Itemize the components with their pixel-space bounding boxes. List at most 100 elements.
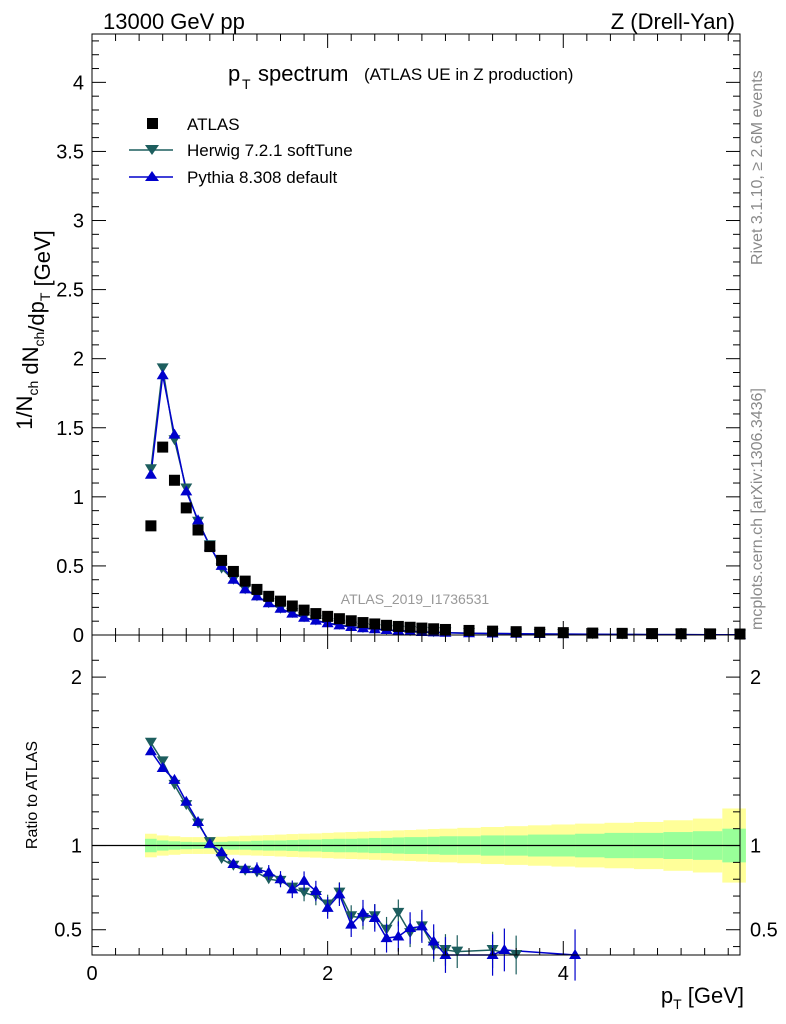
ratio-panel-axes: 0.5 0.5 1 1 2 2 0 2 4	[54, 634, 778, 985]
legend-atlas-marker	[147, 118, 158, 129]
herwig-ratio-point	[144, 737, 157, 748]
atlas-data-point	[646, 628, 658, 640]
x-tick-label: 4	[558, 963, 569, 985]
atlas-data-point	[381, 619, 393, 631]
pythia-ratio-point	[192, 815, 205, 826]
pythia-ratio-point	[262, 866, 275, 877]
pythia-main-point	[227, 573, 240, 584]
atlas-data-point	[333, 613, 345, 625]
atlas-data-point	[180, 502, 192, 514]
ratio-y-tick-label: 0.5	[54, 920, 82, 942]
legend-atlas-label: ATLAS	[187, 115, 240, 134]
main-y-tick-label: 2	[73, 349, 84, 371]
herwig-ratio-point	[215, 854, 228, 864]
title-paren: (ATLAS UE in Z production)	[364, 65, 573, 84]
pythia-ratio-point	[333, 888, 346, 899]
pythia-ratio-point	[250, 863, 263, 874]
atlas-data-point	[322, 610, 334, 622]
title-main: spectrum	[258, 61, 348, 86]
legend-herwig-marker	[145, 145, 159, 155]
header-right: Z (Drell-Yan)	[611, 9, 735, 34]
ratio-y-tick-label: 1	[71, 836, 82, 858]
pythia-main-point	[144, 468, 157, 479]
pythia-ratio-point	[180, 795, 193, 806]
title-subscript: T	[242, 76, 251, 92]
herwig-ratio-point	[298, 887, 311, 898]
legend-pythia-label: Pythia 8.308 default	[187, 168, 338, 187]
ratio-y-tick-label-right: 1	[750, 836, 761, 858]
pythia-main-point	[180, 485, 193, 496]
legend-pythia-marker	[145, 171, 159, 181]
legend: ATLAS Herwig 7.2.1 softTune Pythia 8.308…	[129, 115, 353, 187]
pythia-ratio-point	[415, 920, 428, 931]
atlas-data-point	[239, 575, 251, 587]
pythia-main-point	[156, 369, 169, 380]
main-y-tick-label: 2.5	[56, 280, 84, 302]
atlas-data-point	[157, 441, 169, 453]
ratio-frame	[91, 634, 741, 956]
pythia-main-point	[239, 583, 252, 594]
pythia-ratio-point	[498, 943, 511, 954]
ratio-uncertainty-band	[92, 808, 746, 883]
pythia-main-point	[274, 602, 287, 613]
header-left: 13000 GeV pp	[103, 9, 245, 34]
main-y-tick-label: 1.5	[56, 418, 84, 440]
pythia-ratio-point	[380, 932, 393, 943]
atlas-data-point	[227, 565, 239, 577]
atlas-data-point	[345, 615, 357, 627]
pythia-ratio-point	[156, 762, 169, 773]
pythia-main-point	[250, 590, 263, 601]
atlas-data-point	[587, 627, 599, 639]
main-y-tick-label: 4	[73, 72, 84, 94]
ratio-y-tick-label-right: 2	[750, 667, 761, 689]
atlas-data-point	[404, 621, 416, 633]
pythia-ratio-point	[309, 885, 322, 895]
main-y-tick-label: 1	[73, 487, 84, 509]
y-axis-label-ratio: Ratio to ATLAS	[24, 741, 41, 849]
herwig-main-point	[156, 363, 169, 374]
x-tick-label: 0	[86, 963, 97, 985]
atlas-data-point	[192, 524, 204, 536]
pythia-ratio-point	[286, 883, 299, 894]
main-panel-axes: 0 0.5 1 1.5 2 2.5 3 3.5 4	[56, 33, 741, 647]
pythia-ratio-point	[427, 935, 440, 946]
pythia-main-point	[286, 607, 299, 618]
pythia-ratio-point	[368, 911, 381, 922]
pythia-main-point	[168, 428, 181, 439]
pythia-ratio-point	[345, 918, 358, 929]
atlas-data-point	[616, 627, 628, 639]
atlas-data-point	[263, 590, 275, 602]
pythia-main-point	[262, 597, 275, 608]
pythia-main-point	[333, 619, 346, 630]
atlas-data-point	[145, 520, 157, 532]
atlas-data-point	[298, 604, 310, 616]
x-tick-label: 2	[322, 963, 333, 985]
pythia-ratio-point	[239, 863, 252, 874]
pythia-ratio-point	[298, 874, 311, 885]
y-axis-label-main: 1/Nch dNch/dpT [GeV]	[12, 230, 55, 430]
atlas-data-point	[428, 623, 440, 635]
atlas-data-point	[168, 474, 180, 486]
atlas-data-point	[369, 618, 381, 630]
main-y-tick-label: 0.5	[56, 556, 84, 578]
pythia-ratio-point	[227, 858, 240, 869]
pythia-main-point	[192, 514, 205, 525]
pythia-ratio-point	[569, 949, 582, 959]
pythia-ratio-point	[144, 745, 157, 756]
atlas-data-point	[310, 608, 322, 620]
pythia-ratio-point	[168, 773, 181, 784]
legend-herwig-label: Herwig 7.2.1 softTune	[187, 141, 353, 160]
title-symbol: p	[228, 61, 240, 86]
pythia-ratio-point	[203, 837, 216, 848]
ratio-y-tick-label-right: 0.5	[750, 920, 778, 942]
pythia-main-point	[298, 611, 311, 622]
pythia-ratio-point	[392, 930, 405, 941]
y-axis-label-main-text: 1/Nch dNch/dpT [GeV]	[12, 230, 55, 430]
ratio-panel-series	[144, 737, 582, 981]
rivet-version-text: Rivet 3.1.10, ≥ 2.6M events	[749, 70, 766, 265]
atlas-data-point	[216, 554, 228, 566]
atlas-data-point	[705, 628, 717, 640]
pythia-ratio-point	[215, 846, 228, 857]
pythia-ratio-point	[404, 922, 417, 933]
